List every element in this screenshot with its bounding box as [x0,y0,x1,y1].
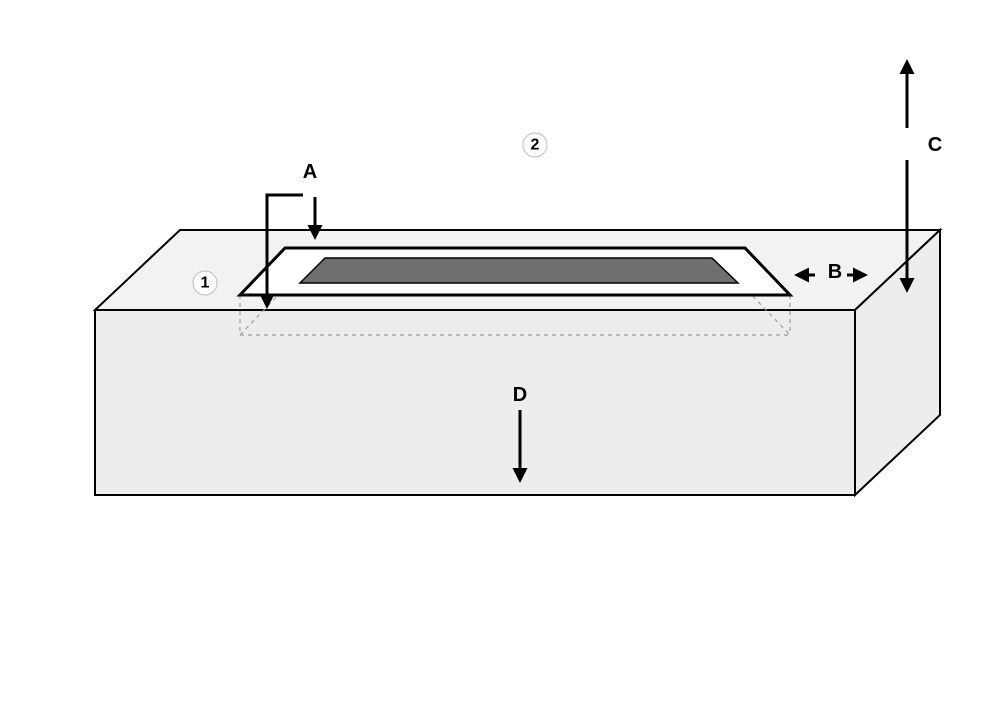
burner-tray-inner [300,258,738,283]
dimension-c-label: C [928,134,942,156]
countertop-front-face [95,310,855,495]
installation-diagram: 1 2 A B C D [0,0,1000,714]
callout-1-text: 1 [201,275,210,292]
callout-2-text: 2 [531,137,540,154]
dimension-d-label: D [513,384,527,406]
dimension-b-label: B [828,261,842,283]
dimension-a-label: A [303,161,317,183]
